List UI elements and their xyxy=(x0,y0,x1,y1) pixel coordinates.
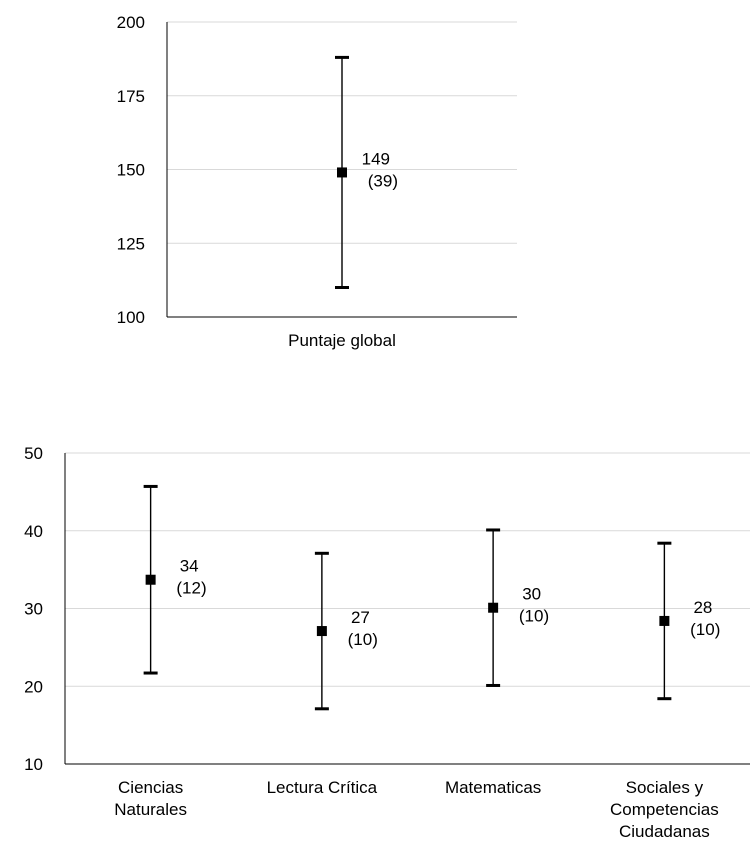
global-score-chart: 100 125 150 175 200 Puntaje global 149 (39) xyxy=(117,13,517,350)
mean-marker xyxy=(337,167,347,178)
mean-marker xyxy=(659,615,670,626)
category-label: Matematicas xyxy=(445,778,541,797)
data-label-mean: 27 xyxy=(351,608,370,627)
category-label: Sociales y Competencias Ciudadanas xyxy=(610,778,719,841)
data-label-mean: 30 xyxy=(522,585,541,604)
category-label-line: Ciudadanas xyxy=(619,822,710,841)
y-tick-label: 10 xyxy=(24,755,43,774)
y-tick-label: 30 xyxy=(24,600,43,619)
category-label-line: Naturales xyxy=(114,800,187,819)
mean-marker xyxy=(316,626,327,637)
data-label-mean: 149 xyxy=(362,149,390,168)
category-label-line: Puntaje global xyxy=(288,331,396,350)
data-label-sd: (10) xyxy=(348,630,378,649)
mean-marker xyxy=(145,574,156,585)
data-label-mean: 34 xyxy=(180,557,199,576)
data-label-sd: (39) xyxy=(368,171,398,190)
data-label-mean: 28 xyxy=(693,598,712,617)
data-label-sd: (12) xyxy=(176,579,206,598)
y-tick-label: 175 xyxy=(117,87,145,106)
y-tick-label: 20 xyxy=(24,677,43,696)
category-label: Lectura Crítica xyxy=(267,778,378,797)
category-label-line: Sociales y xyxy=(626,778,704,797)
y-tick-label: 125 xyxy=(117,234,145,253)
subject-scores-chart: 10 20 30 40 50 Ciencias Naturales 34 (12) Lectura… xyxy=(24,444,750,841)
category-label-line: Competencias xyxy=(610,800,719,819)
y-tick-label: 200 xyxy=(117,13,145,32)
y-tick-label: 50 xyxy=(24,444,43,463)
y-tick-label: 40 xyxy=(24,522,43,541)
category-label-line: Matematicas xyxy=(445,778,541,797)
category-label-line: Lectura Crítica xyxy=(267,778,378,797)
y-tick-label: 100 xyxy=(117,308,145,327)
y-tick-label: 150 xyxy=(117,161,145,180)
category-label-line: Ciencias xyxy=(118,778,183,797)
category-label: Puntaje global xyxy=(288,331,396,350)
mean-marker xyxy=(488,602,499,613)
data-label-sd: (10) xyxy=(519,607,549,626)
data-label-sd: (10) xyxy=(690,620,720,639)
category-label: Ciencias Naturales xyxy=(114,778,187,819)
